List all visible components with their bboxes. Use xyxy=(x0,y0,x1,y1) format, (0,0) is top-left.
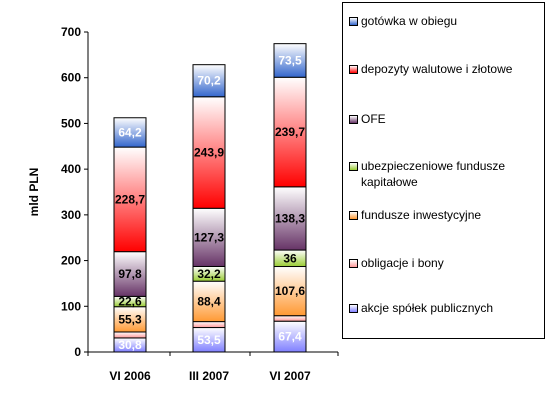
legend-item: fundusze inwestycyjne xyxy=(349,207,543,223)
x-tick-label: VI 2007 xyxy=(269,369,311,383)
bar-segment xyxy=(113,306,147,333)
bar-segment xyxy=(192,207,226,267)
x-tick-label: III 2007 xyxy=(189,369,229,383)
data-label: 36 xyxy=(283,251,297,265)
legend-label: fundusze inwestycyjne xyxy=(361,208,482,222)
legend-item: akcje spółek publicznych xyxy=(349,300,543,316)
y-tick-label: 500 xyxy=(61,116,81,130)
data-label: 67,4 xyxy=(278,330,302,344)
y-tick-label: 300 xyxy=(61,208,81,222)
legend-label: gotówka w obiegu xyxy=(361,14,458,28)
legend-swatch xyxy=(349,259,358,268)
data-label: 138,3 xyxy=(275,211,305,225)
data-label: 64,2 xyxy=(118,125,142,139)
data-label: 97,8 xyxy=(118,267,142,281)
legend: gotówka w obiegu depozyty walutowe i złot… xyxy=(342,2,545,339)
stacked-bar-chart: 0 100 200 300 400 500 600 700 mld PLN VI 2006 III … xyxy=(27,25,339,383)
y-tick-label: 400 xyxy=(61,162,81,176)
bars xyxy=(113,43,307,353)
legend-item: ubezpieczeniowe fundusze kapitałowe xyxy=(349,158,543,190)
y-axis-title: mld PLN xyxy=(27,168,41,217)
data-label: 32,2 xyxy=(197,267,221,281)
data-label: 228,7 xyxy=(115,192,145,206)
data-label: 30,8 xyxy=(118,338,142,352)
y-tick-label: 100 xyxy=(61,299,81,313)
data-label: 70,2 xyxy=(197,74,221,88)
data-label: 243,9 xyxy=(194,146,224,160)
legend-label: obligacje i bony xyxy=(361,256,444,270)
x-tick-label: VI 2006 xyxy=(109,369,151,383)
bar-segment xyxy=(192,96,226,209)
data-label: 107,6 xyxy=(275,284,305,298)
bar-segment xyxy=(273,266,307,317)
data-label: 239,7 xyxy=(275,125,305,139)
bar-segment xyxy=(273,320,307,353)
legend-item: depozyty walutowe i złotowe xyxy=(349,61,543,77)
legend-label: depozyty walutowe i złotowe xyxy=(361,62,513,76)
bar-segment xyxy=(113,146,147,253)
data-label: 53,5 xyxy=(197,333,221,347)
legend-swatch xyxy=(349,115,358,124)
data-label: 55,3 xyxy=(118,312,142,326)
bar-segment xyxy=(273,186,307,251)
data-label: 127,3 xyxy=(194,230,224,244)
legend-swatch xyxy=(349,17,358,26)
data-labels: 30,8 55,3 22,6 97,8 228,7 64,2 53,5 88,4 32,2 127… xyxy=(115,53,305,352)
legend-swatch xyxy=(349,211,358,220)
bar-segment xyxy=(192,280,226,323)
legend-swatch xyxy=(349,304,358,313)
data-label: 88,4 xyxy=(197,294,221,308)
legend-item: obligacje i bony xyxy=(349,255,543,271)
y-tick-label: 200 xyxy=(61,254,81,268)
bar-segment xyxy=(273,76,307,188)
bar-segment xyxy=(113,251,147,297)
y-tick-label: 0 xyxy=(74,345,81,359)
legend-swatch xyxy=(349,65,358,74)
data-label: 22,6 xyxy=(118,295,142,309)
legend-swatch xyxy=(349,162,358,171)
bar-segment xyxy=(273,43,307,78)
bar-segment xyxy=(113,117,147,148)
legend-item: OFE xyxy=(349,111,543,127)
y-tick-label: 700 xyxy=(61,25,81,39)
bar-segment xyxy=(192,64,226,98)
bar-segment xyxy=(273,315,307,322)
axes: 0 100 200 300 400 500 600 700 mld PLN VI 2006 III … xyxy=(27,25,339,383)
y-tick-label: 600 xyxy=(61,71,81,85)
legend-label: OFE xyxy=(361,112,386,126)
legend-label: akcje spółek publicznych xyxy=(361,301,494,315)
data-label: 73,5 xyxy=(278,53,302,67)
bar-segment xyxy=(192,321,226,329)
legend-label: ubezpieczeniowe fundusze kapitałowe xyxy=(361,159,506,189)
legend-item: gotówka w obiegu xyxy=(349,13,543,29)
